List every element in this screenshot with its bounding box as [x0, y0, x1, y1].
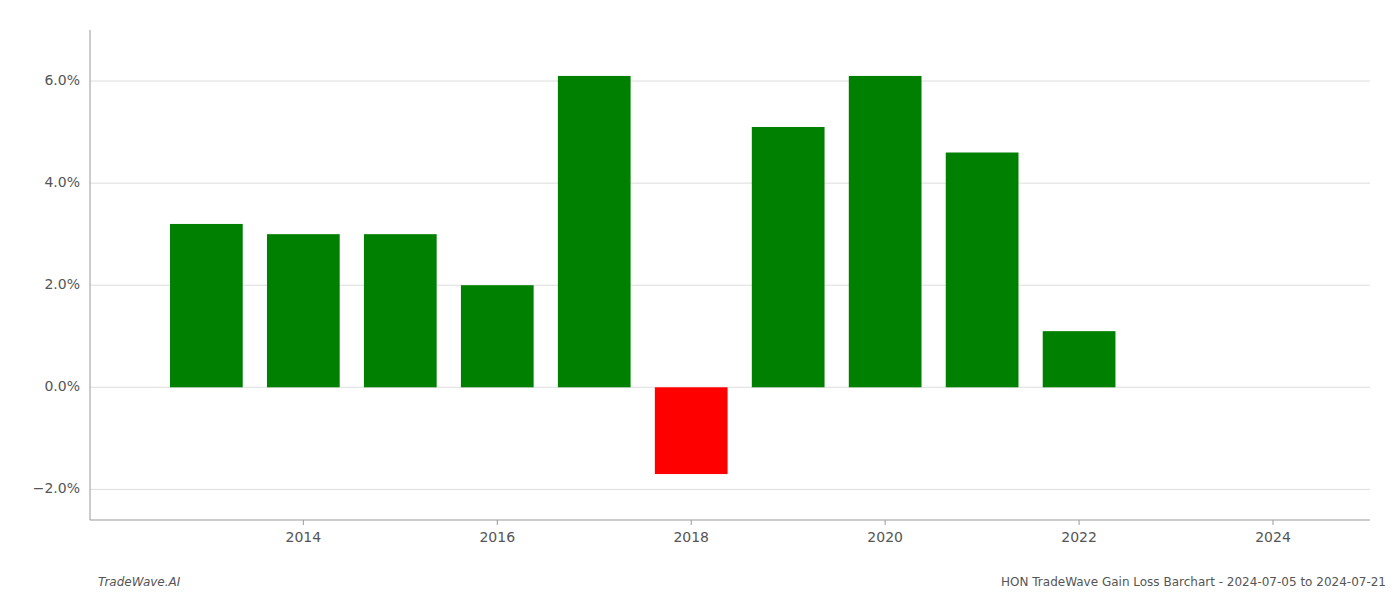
grid-line [90, 81, 1370, 82]
y-ticks: −2.0% 0.0% 2.0% 4.0% 6.0% [33, 72, 80, 496]
grid [90, 81, 1370, 489]
x-tick [1273, 520, 1274, 525]
x-axis-line [90, 520, 1370, 521]
x-tick [691, 520, 692, 525]
y-axis-line [90, 30, 91, 520]
x-tick-label: 2014 [286, 529, 322, 545]
grid-line [90, 489, 1370, 490]
chart: −2.0% 0.0% 2.0% 4.0% 6.0% 2014 2016 2018 2020 202… [0, 0, 1400, 600]
y-tick-label: 0.0% [44, 378, 80, 394]
bars [170, 76, 1115, 474]
x-tick-label: 2020 [867, 529, 903, 545]
bar [461, 285, 534, 387]
x-tick [303, 520, 304, 525]
chart-container: −2.0% 0.0% 2.0% 4.0% 6.0% 2014 2016 2018 2020 202… [0, 0, 1400, 600]
bar [170, 224, 243, 387]
bar [558, 76, 631, 387]
bar [1140, 387, 1213, 388]
bar [655, 387, 728, 474]
bar [267, 234, 340, 387]
y-tick-label: 2.0% [44, 276, 80, 292]
x-tick [885, 520, 886, 525]
y-tick-label: 4.0% [44, 174, 80, 190]
x-tick [497, 520, 498, 525]
footer-left: TradeWave.AI [98, 575, 181, 589]
x-tick [1079, 520, 1080, 525]
bar [1043, 331, 1116, 387]
bar [752, 127, 825, 387]
bar [849, 76, 922, 387]
x-ticks: 2014 2016 2018 2020 2022 2024 [286, 520, 1291, 545]
y-tick-label: 6.0% [44, 72, 80, 88]
bar [364, 234, 437, 387]
x-tick-label: 2022 [1061, 529, 1097, 545]
x-tick-label: 2018 [673, 529, 709, 545]
x-tick-label: 2024 [1255, 529, 1291, 545]
bar [946, 153, 1019, 388]
x-tick-label: 2016 [479, 529, 515, 545]
y-tick-label: −2.0% [33, 480, 80, 496]
footer-right: HON TradeWave Gain Loss Barchart - 2024-… [1001, 575, 1386, 589]
grid-line [90, 183, 1370, 184]
